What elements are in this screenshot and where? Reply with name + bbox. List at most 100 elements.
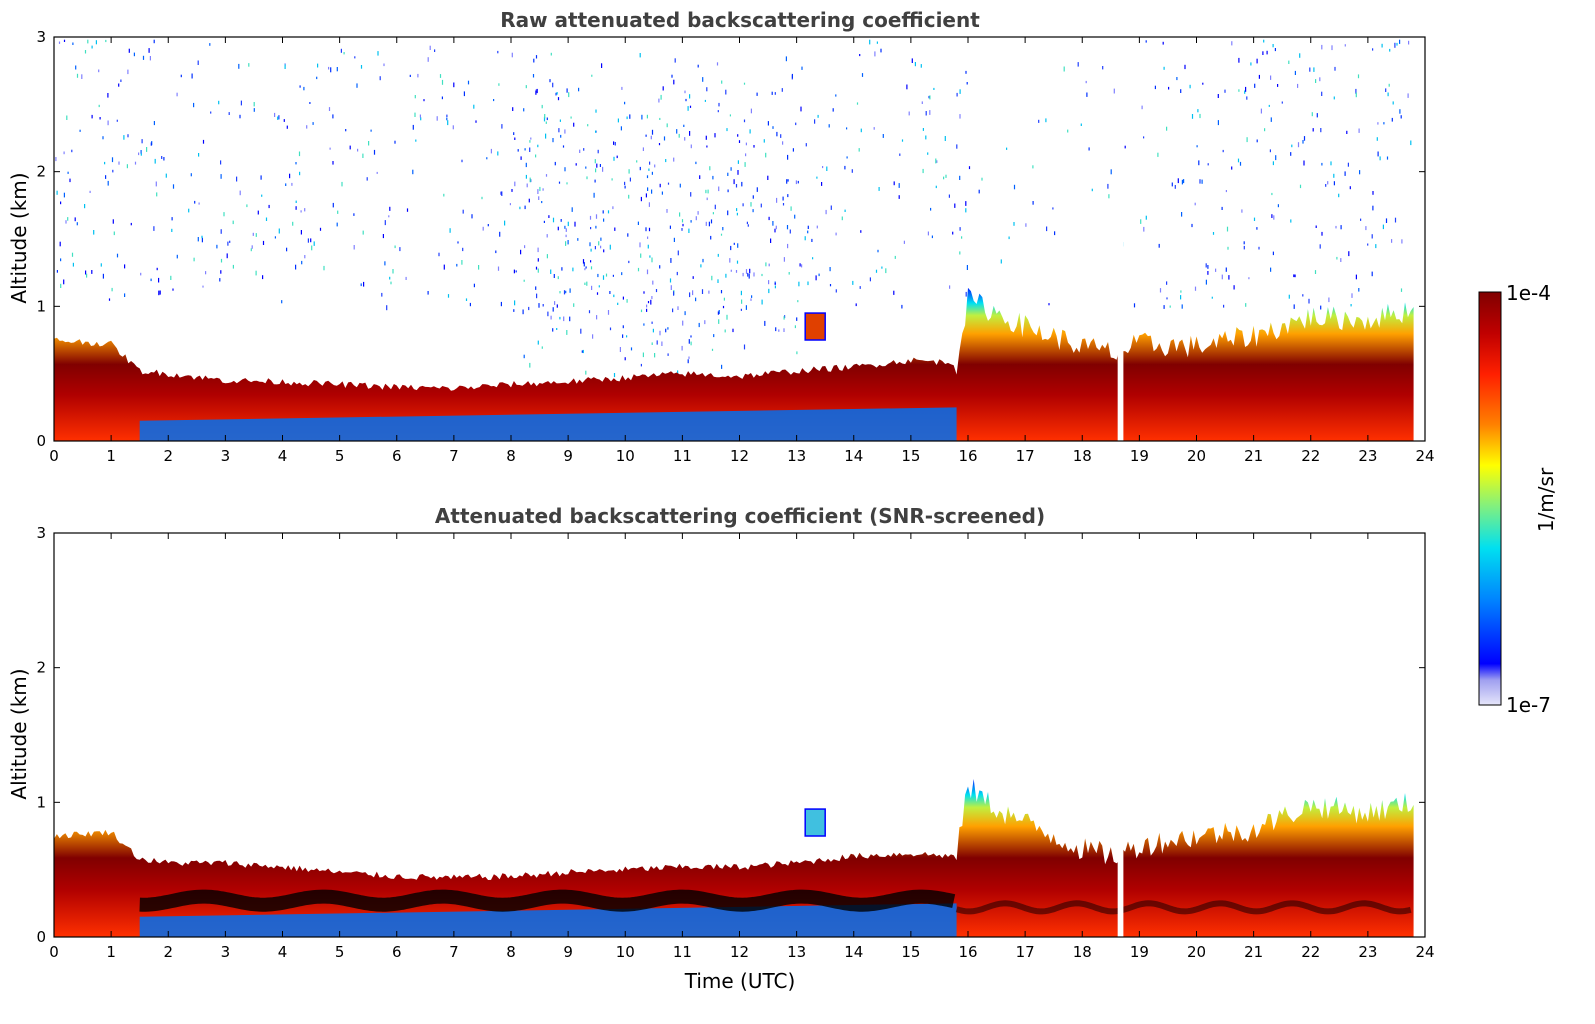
noise-speck bbox=[72, 262, 74, 267]
noise-speck bbox=[925, 135, 927, 140]
noise-speck bbox=[1376, 137, 1378, 141]
noise-speck bbox=[538, 303, 540, 308]
noise-speck bbox=[929, 95, 931, 100]
noise-speck bbox=[816, 176, 818, 179]
noise-speck bbox=[662, 86, 664, 91]
noise-speck bbox=[745, 269, 748, 274]
noise-speck bbox=[639, 53, 641, 58]
noise-speck bbox=[537, 189, 539, 194]
noise-speck bbox=[789, 229, 791, 234]
noise-speck bbox=[876, 41, 878, 44]
noise-speck bbox=[559, 316, 561, 320]
noise-speck bbox=[469, 302, 471, 307]
noise-speck bbox=[1290, 219, 1292, 223]
noise-speck bbox=[557, 276, 559, 280]
noise-speck bbox=[594, 159, 596, 164]
noise-speck bbox=[586, 176, 588, 180]
noise-speck bbox=[647, 301, 650, 304]
noise-speck bbox=[713, 334, 715, 338]
noise-speck bbox=[1288, 60, 1290, 64]
noise-speck bbox=[154, 158, 156, 164]
noise-speck bbox=[1085, 80, 1087, 84]
noise-speck bbox=[341, 181, 343, 187]
noise-speck bbox=[690, 220, 692, 223]
noise-speck bbox=[611, 178, 613, 181]
noise-speck bbox=[720, 233, 723, 236]
noise-speck bbox=[774, 228, 776, 233]
noise-speck bbox=[1108, 194, 1110, 199]
noise-speck bbox=[165, 173, 167, 178]
noise-speck bbox=[651, 129, 654, 135]
noise-speck bbox=[112, 219, 114, 224]
noise-speck bbox=[753, 272, 755, 277]
noise-speck bbox=[652, 280, 654, 285]
noise-speck bbox=[354, 56, 356, 59]
noise-speck bbox=[689, 94, 691, 99]
noise-speck bbox=[453, 82, 455, 88]
noise-speck bbox=[311, 245, 313, 251]
noise-speck bbox=[307, 238, 309, 243]
noise-speck bbox=[384, 261, 386, 266]
noise-speck bbox=[628, 194, 630, 199]
noise-speck bbox=[590, 266, 593, 270]
x-tick-label: 16 bbox=[958, 447, 977, 465]
noise-speck bbox=[1263, 39, 1265, 43]
noise-speck bbox=[74, 217, 76, 222]
noise-speck bbox=[1379, 156, 1381, 161]
noise-speck bbox=[582, 259, 585, 264]
noise-speck bbox=[640, 363, 642, 367]
noise-speck bbox=[729, 258, 731, 263]
noise-speck bbox=[443, 264, 445, 270]
noise-speck bbox=[858, 148, 860, 152]
noise-speck bbox=[1321, 91, 1323, 96]
noise-speck bbox=[1401, 239, 1403, 244]
noise-speck bbox=[394, 245, 396, 249]
noise-speck bbox=[487, 224, 489, 227]
noise-speck bbox=[674, 58, 676, 63]
noise-speck bbox=[727, 210, 729, 216]
noise-speck bbox=[666, 209, 668, 213]
noise-speck bbox=[541, 346, 543, 349]
noise-speck bbox=[300, 230, 302, 235]
noise-speck bbox=[673, 291, 675, 296]
x-tick-label: 3 bbox=[221, 943, 231, 961]
noise-speck bbox=[462, 209, 464, 214]
noise-speck bbox=[687, 359, 689, 364]
noise-speck bbox=[733, 242, 735, 245]
noise-speck bbox=[782, 141, 784, 145]
noise-speck bbox=[590, 227, 592, 230]
noise-speck bbox=[180, 74, 182, 78]
noise-speck bbox=[835, 289, 837, 293]
noise-speck bbox=[328, 66, 330, 70]
noise-speck bbox=[869, 277, 871, 282]
y-tick-label: 1 bbox=[36, 793, 46, 811]
noise-speck bbox=[645, 193, 647, 198]
noise-speck bbox=[1158, 243, 1160, 248]
noise-speck bbox=[651, 321, 653, 324]
noise-speck bbox=[737, 243, 739, 248]
noise-speck bbox=[768, 280, 770, 285]
noise-speck bbox=[104, 161, 106, 165]
noise-speck bbox=[718, 102, 720, 107]
noise-speck bbox=[98, 69, 100, 73]
noise-speck bbox=[1389, 48, 1391, 52]
noise-speck bbox=[286, 125, 288, 129]
noise-speck bbox=[546, 234, 548, 238]
noise-speck bbox=[512, 107, 514, 111]
noise-speck bbox=[1333, 181, 1335, 186]
noise-speck bbox=[584, 268, 586, 271]
noise-speck bbox=[278, 228, 280, 234]
noise-speck bbox=[1349, 186, 1351, 190]
noise-speck bbox=[651, 171, 653, 175]
noise-speck bbox=[815, 275, 817, 281]
noise-speck bbox=[520, 249, 522, 255]
noise-speck bbox=[575, 163, 577, 166]
noise-speck bbox=[751, 295, 753, 298]
noise-speck bbox=[1291, 144, 1293, 148]
noise-speck bbox=[555, 92, 557, 96]
noise-speck bbox=[637, 221, 639, 225]
noise-speck bbox=[1358, 288, 1360, 292]
noise-speck bbox=[846, 156, 848, 159]
x-tick-label: 7 bbox=[449, 447, 459, 465]
noise-speck bbox=[107, 93, 109, 98]
